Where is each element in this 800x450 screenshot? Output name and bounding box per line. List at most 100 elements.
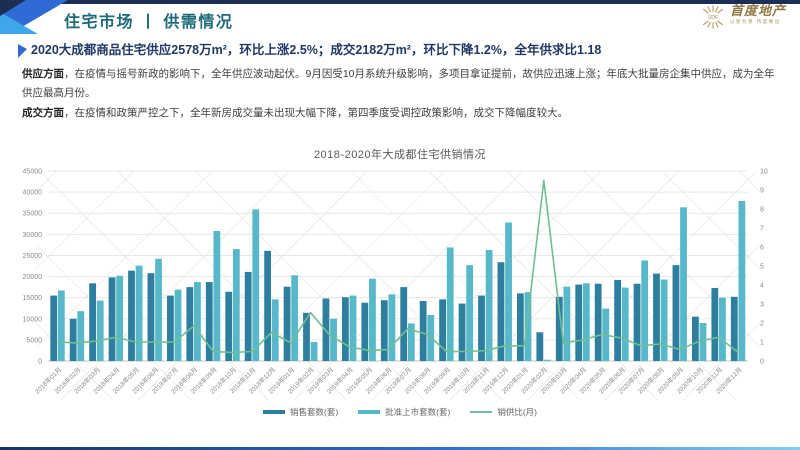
bar	[232, 249, 240, 361]
bar	[349, 295, 357, 361]
bar	[660, 279, 668, 361]
chart-canvas: 0 5000 10000 15000 20000 25000 30000 35000 40000…	[23, 169, 768, 396]
left-axis-tick: 20000	[23, 274, 43, 281]
header-triangle-decoration	[0, 0, 68, 34]
chart-title: 2018-2020年大成都住宅供销情况	[313, 149, 487, 161]
legend-item-1: 批准上市套数(套)	[358, 406, 450, 418]
legend-label: 销售套数(套)	[289, 407, 339, 417]
chart-legend: 销售套数(套) 批准上市套数(套) 销供比(月)	[0, 406, 800, 418]
bar	[621, 287, 629, 361]
headline-triangle-icon	[18, 44, 27, 58]
top-accent-strip	[0, 0, 800, 4]
bar	[303, 312, 310, 361]
bar	[485, 249, 493, 361]
bar	[380, 300, 388, 361]
bar	[563, 286, 571, 361]
paragraph-supply-text: ，在疫情与摇号新政的影响下，全年供应波动起伏。9月因受10月系统升级影响，多项目…	[22, 68, 775, 99]
paragraph-supply-lead: 供应方面	[22, 68, 64, 80]
bar	[478, 295, 485, 361]
bar	[544, 359, 551, 361]
left-axis-tick: 35000	[23, 211, 43, 218]
right-axis-tick: 2	[760, 321, 764, 328]
left-axis-tick: 30000	[23, 232, 43, 239]
legend-item-2: 销供比(月)	[470, 406, 537, 418]
bar	[516, 293, 524, 361]
bar	[594, 283, 602, 361]
logo-tagline: 以智为善 持度致远	[729, 19, 781, 25]
bar	[89, 283, 97, 361]
bar	[524, 292, 532, 361]
right-axis-tick: 6	[760, 245, 764, 252]
bar	[699, 323, 707, 361]
bar	[361, 302, 369, 361]
bar	[186, 287, 194, 361]
bar	[116, 275, 124, 361]
legend-swatch-icon	[470, 411, 493, 413]
bar	[57, 290, 65, 361]
bar	[135, 265, 143, 361]
bar	[147, 273, 155, 361]
legend-label: 销供比(月)	[497, 407, 537, 417]
bar	[271, 299, 279, 361]
right-axis-tick: 1	[760, 340, 764, 347]
bar	[244, 271, 252, 361]
bar	[614, 279, 622, 361]
bar	[419, 301, 427, 361]
right-axis-tick: 10	[760, 169, 768, 176]
bar	[672, 265, 680, 361]
bar	[194, 282, 201, 361]
bar	[128, 270, 135, 361]
bar	[738, 200, 746, 361]
bar	[505, 222, 512, 361]
bar	[711, 287, 719, 361]
bottom-gradient-bar	[0, 447, 800, 450]
bar	[174, 289, 182, 361]
legend-swatch-icon	[262, 410, 285, 414]
bar	[446, 247, 454, 361]
bar	[155, 258, 162, 361]
bar	[458, 303, 466, 361]
legend-item-0: 销售套数(套)	[262, 406, 339, 418]
paragraph-sales-lead: 成交方面	[22, 107, 64, 119]
bar	[225, 291, 233, 361]
bar	[653, 273, 660, 361]
legend-swatch-icon	[358, 410, 381, 414]
bar	[330, 318, 337, 361]
bar	[166, 295, 174, 361]
bar	[730, 296, 738, 361]
right-axis-tick: 0	[760, 359, 764, 366]
bar	[582, 283, 590, 361]
headline-text: 2020大成都商品住宅供应2578万m²，环比上涨2.5%；成交2182万m²，…	[31, 43, 602, 57]
legend-label: 批准上市套数(套)	[385, 407, 451, 417]
left-axis-tick: 0	[38, 359, 42, 366]
left-axis-tick: 10000	[23, 316, 43, 323]
right-axis-tick: 7	[760, 226, 764, 233]
logo-emblem-text: SDF	[708, 15, 718, 21]
company-logo: SDF 首度地产 以智为善 持度致远	[700, 3, 786, 30]
bar	[691, 316, 699, 361]
bar	[633, 283, 641, 361]
left-axis-tick: 45000	[23, 169, 43, 176]
bar-series-1	[57, 200, 746, 361]
bar	[77, 311, 85, 361]
paragraph-sales: 成交方面，在疫情和政策严控之下，全年新房成交量未出现大幅下降，第四季度受调控政策…	[22, 104, 780, 123]
bar	[439, 299, 447, 361]
bar-series-0	[50, 250, 738, 361]
bar	[108, 277, 116, 361]
left-axis-tick: 15000	[23, 295, 43, 302]
bar	[50, 295, 58, 361]
bar	[719, 297, 726, 361]
bar	[575, 284, 583, 361]
bar	[205, 282, 213, 361]
bar	[369, 278, 376, 361]
ratio-line	[57, 179, 739, 354]
paragraph-sales-text: ，在疫情和政策严控之下，全年新房成交量未出现大幅下降，第四季度受调控政策影响，成…	[64, 107, 568, 119]
bar	[69, 318, 77, 361]
bar	[252, 209, 260, 361]
bar	[555, 296, 563, 361]
bar	[466, 265, 474, 361]
logo-name: 首度地产	[729, 3, 786, 18]
left-axis-tick: 25000	[23, 253, 43, 260]
bar	[213, 230, 221, 361]
